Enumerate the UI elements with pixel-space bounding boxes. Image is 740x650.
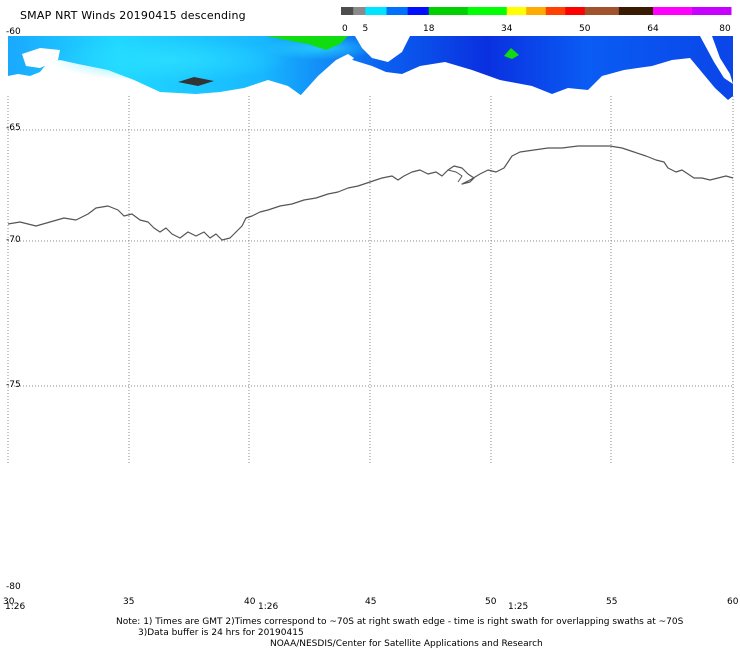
wind-swath-light-patch: [50, 38, 290, 82]
colorbar-tick-label: 34: [501, 24, 513, 34]
antarctic-coastline: [7, 145, 734, 241]
lon-label-30: 30: [3, 597, 15, 607]
colorbar-tick-labels: 0 5 18 34 50 64 80: [342, 24, 731, 34]
colorbar-segment: [526, 7, 547, 15]
swath-time-label: 1:26: [258, 602, 279, 612]
lat-label-75: -75: [6, 380, 21, 390]
swath-gap: [300, 54, 354, 100]
note-line-1: Note: 1) Times are GMT 2)Times correspon…: [116, 617, 684, 627]
lat-label-60: -60: [6, 27, 21, 37]
map-title: SMAP NRT Winds 20190415 descending: [20, 9, 246, 22]
colorbar-segment: [407, 7, 430, 15]
colorbar-tick-label: 80: [719, 24, 731, 34]
colorbar-tick-label: 50: [579, 24, 591, 34]
colorbar-segment: [565, 7, 586, 15]
colorbar-segment: [386, 7, 409, 15]
colorbar-segment: [618, 7, 654, 15]
note-credit: NOAA/NESDIS/Center for Satellite Applica…: [270, 639, 543, 649]
wind-speed-colorbar: [341, 7, 732, 15]
colorbar-segment: [506, 7, 527, 15]
wind-swath: [8, 36, 733, 100]
swath-gap: [22, 48, 60, 68]
lon-label-55: 55: [606, 597, 618, 607]
colorbar-tick-label: 64: [647, 24, 659, 34]
colorbar-segment: [428, 7, 469, 15]
colorbar-segment: [545, 7, 566, 15]
colorbar-segment: [584, 7, 620, 15]
swath-gap: [700, 36, 733, 84]
colorbar-segment: [653, 7, 693, 15]
lon-label-45: 45: [365, 597, 377, 607]
colorbar-segment: [341, 7, 354, 15]
lat-label-70: -70: [6, 235, 21, 245]
colorbar-tick-label: 5: [363, 24, 369, 34]
lat-lon-grid: [7, 96, 734, 465]
lon-label-35: 35: [123, 597, 135, 607]
colorbar-tick-label: 0: [342, 24, 348, 34]
lon-label-40: 40: [244, 597, 256, 607]
swath-gap: [355, 36, 410, 62]
note-line-2: 3)Data buffer is 24 hrs for 20190415: [138, 628, 304, 638]
coastline-inlet: [447, 169, 463, 183]
swath-time-label: 1:25: [508, 602, 529, 612]
wind-green-patch: [504, 48, 519, 59]
lat-label-65: -65: [6, 123, 21, 133]
wind-dark-patch: [178, 77, 214, 86]
lat-label-80: -80: [6, 582, 21, 592]
colorbar-segment: [467, 7, 508, 15]
colorbar-segment: [365, 7, 387, 15]
colorbar-segment: [692, 7, 732, 15]
lon-label-60: 60: [727, 597, 739, 607]
wind-green-patch: [266, 36, 348, 50]
colorbar-segment: [353, 7, 366, 15]
lon-label-50: 50: [485, 597, 497, 607]
swath-time-label: 1:26: [5, 602, 26, 612]
colorbar-tick-label: 18: [423, 24, 435, 34]
